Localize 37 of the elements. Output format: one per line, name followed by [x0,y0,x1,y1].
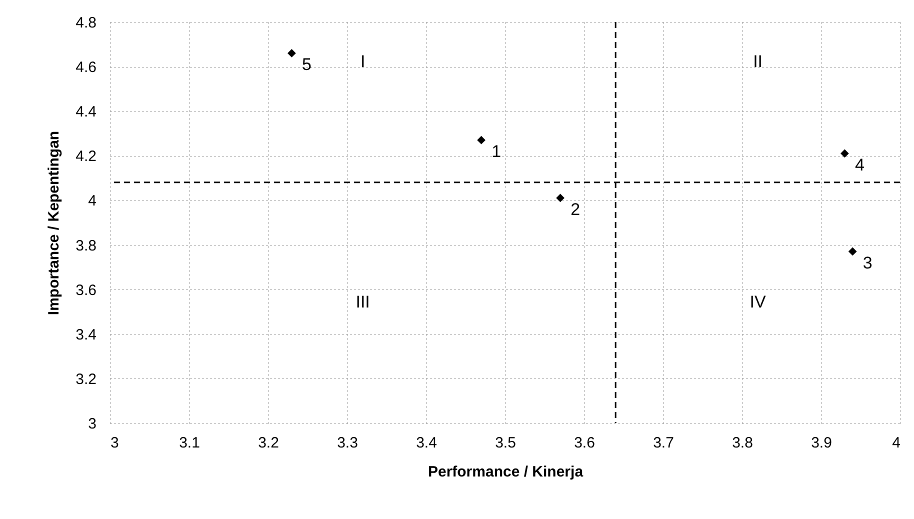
y-tick-label: 4.8 [76,14,96,32]
y-tick-label: 3 [88,416,96,432]
annotation: 2 [570,200,580,219]
x-tick-label: 4 [892,434,900,452]
point [556,194,564,202]
y-tick-label: 4.2 [76,148,96,166]
x-tick-label: 3.6 [574,434,595,452]
point [848,247,857,256]
point [288,49,296,58]
x-tick-label: 3.1 [179,434,200,452]
x-tick-label: 3 [110,434,119,452]
x-tick-label: 3.2 [258,434,279,452]
point [477,136,486,144]
y-tick-label: 4.6 [76,59,96,76]
annotation: 4 [854,155,864,174]
x-tick-label: 3.7 [653,434,674,452]
annotation: III [356,292,370,312]
x-tick-label: 3.9 [811,434,832,452]
x-axis-title: Performance / Kinerja [428,464,584,480]
annotation: 3 [862,253,872,272]
x-tick-label: 3.4 [416,434,437,452]
y-tick-label: 3.2 [76,370,96,388]
y-tick-label: 4 [88,192,96,210]
y-tick-label: 3.4 [76,326,96,344]
x-tick-label: 3.3 [337,434,358,452]
annotation: 5 [302,55,312,74]
y-tick-label: 3.6 [76,282,96,299]
annotation: 1 [492,142,502,162]
x-tick-label: 3.8 [732,434,753,452]
y-axis-title: Importance / Kepentingan [46,130,63,316]
annotation: IV [750,292,766,312]
annotation: I [360,52,366,72]
point [840,149,849,158]
y-tick-label: 4.4 [76,104,96,121]
x-tick-label: 3.5 [495,434,516,452]
annotation: II [753,52,763,72]
y-tick-label: 3.8 [76,237,96,254]
